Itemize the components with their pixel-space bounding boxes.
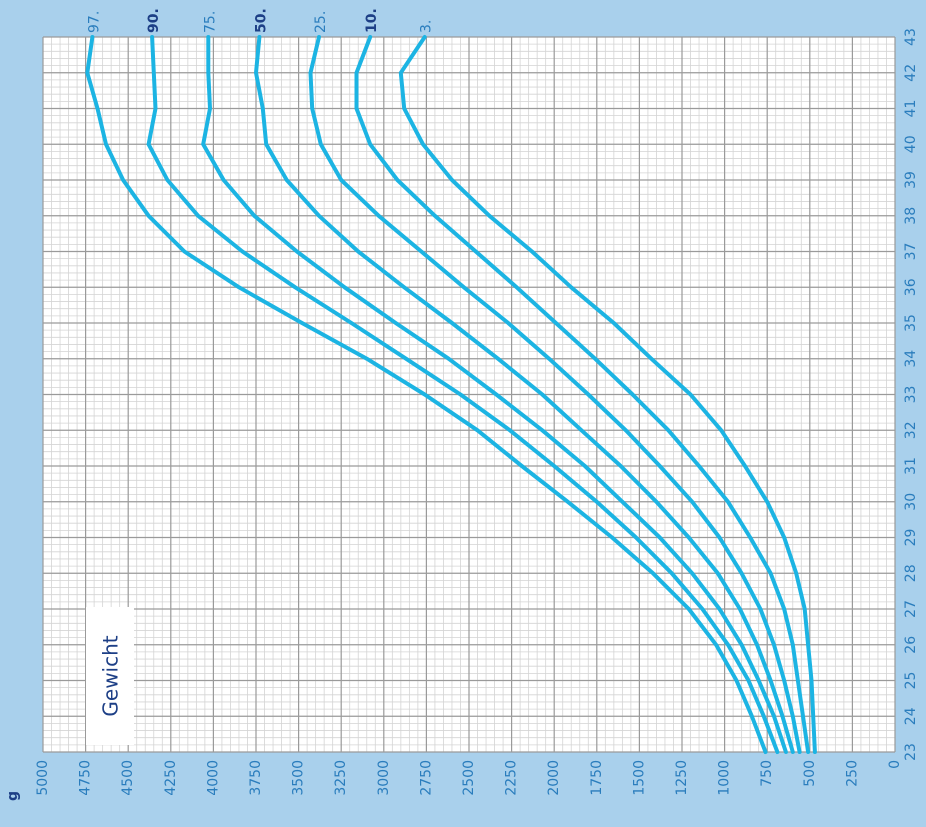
percentile-curves	[85, 35, 817, 754]
week-tick-label: 29	[903, 529, 919, 547]
week-tick-label: 39	[903, 171, 919, 189]
percentile-label-90: 90.	[146, 8, 162, 33]
percentile-curve-97	[85, 35, 768, 754]
weight-tick-label: 3750	[248, 760, 264, 796]
percentile-curve-25	[308, 35, 802, 754]
percentile-curve-90	[146, 35, 780, 754]
week-tick-label: 42	[903, 64, 919, 82]
percentile-label-50: 50.	[253, 8, 269, 33]
percentile-curve-3	[398, 35, 817, 754]
weight-tick-label: 0	[887, 760, 903, 769]
week-tick-label: 31	[903, 457, 919, 475]
weight-tick-label: 1500	[631, 760, 647, 796]
percentile-label-97: 97.	[86, 11, 102, 33]
weight-tick-label: 250	[844, 760, 860, 787]
weight-tick-label: 2500	[461, 760, 477, 796]
week-tick-label: 35	[903, 314, 919, 332]
weight-tick-label: 750	[759, 760, 775, 787]
week-tick-label: 32	[903, 421, 919, 439]
chart-title-box: Gewicht	[86, 607, 134, 745]
weight-tick-label: 2250	[504, 760, 520, 796]
weight-tick-label: 1250	[674, 760, 690, 796]
week-tick-label: 25	[903, 672, 919, 690]
weight-tick-label: 4000	[205, 760, 221, 796]
weight-tick-label: 3500	[291, 760, 307, 796]
week-tick-labels: 23 24 25 26 27 28 29 30 31 32 33 34 35 36 37 38 39 40 41 42…	[903, 28, 919, 761]
weight-tick-label: 2000	[546, 760, 562, 796]
week-tick-label: 34	[903, 350, 919, 368]
weight-unit-label: g	[5, 791, 21, 801]
weight-tick-label: 1750	[589, 760, 605, 796]
percentile-curve-10	[354, 35, 811, 754]
percentile-label-75: 75.	[202, 11, 218, 33]
weight-tick-label: 4750	[78, 760, 94, 796]
weight-tick-label: 2750	[418, 760, 434, 796]
weight-tick-label: 1000	[717, 760, 733, 796]
grid-major	[42, 36, 896, 753]
week-tick-label: 38	[903, 207, 919, 225]
weight-tick-label: 3000	[376, 760, 392, 796]
week-tick-label: 33	[903, 386, 919, 404]
week-tick-label: 27	[903, 600, 919, 618]
week-tick-label: 43	[903, 28, 919, 46]
weight-tick-label: 3250	[333, 760, 349, 796]
week-tick-label: 28	[903, 564, 919, 582]
weight-tick-labels: 0 250 500 750 1000 1250 1500 1750 2000 2250 2500 27…	[35, 760, 903, 796]
week-tick-label: 41	[903, 100, 919, 118]
week-tick-label: 40	[903, 135, 919, 153]
percentile-label-25: 25.	[313, 11, 329, 33]
percentile-label-10: 10.	[364, 8, 380, 33]
week-tick-label: 23	[903, 743, 919, 761]
chart-title: Gewicht	[99, 635, 123, 716]
weight-tick-label: 4250	[163, 760, 179, 796]
week-tick-label: 24	[903, 707, 919, 725]
week-tick-label: 26	[903, 636, 919, 654]
weight-tick-label: 500	[802, 760, 818, 787]
week-tick-label: 36	[903, 278, 919, 296]
weight-tick-label: 4500	[120, 760, 136, 796]
percentile-labels: 3. 10. 25. 50. 75. 90. 97.	[86, 8, 434, 33]
chart-title-background	[86, 607, 134, 745]
weight-tick-label: 5000	[35, 760, 51, 796]
percentile-label-3: 3.	[419, 20, 435, 33]
week-tick-label: 37	[903, 243, 919, 261]
percentile-curve-75	[201, 35, 788, 754]
percentile-curve-50	[254, 35, 795, 754]
week-tick-label: 30	[903, 493, 919, 511]
